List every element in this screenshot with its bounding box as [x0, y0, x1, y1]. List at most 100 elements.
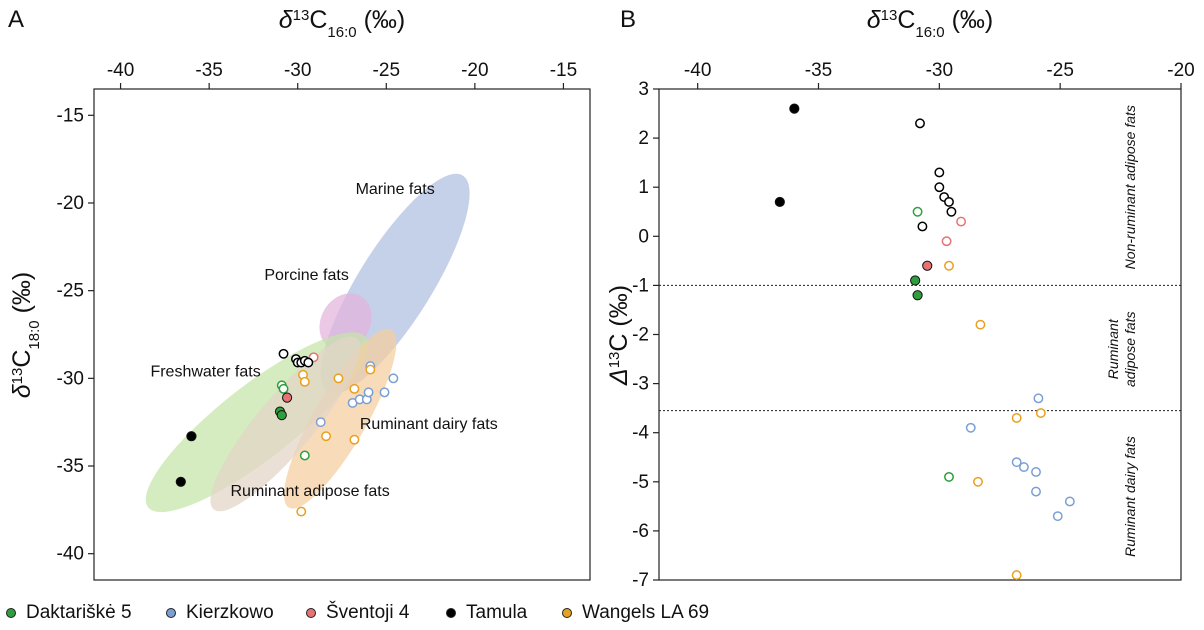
y-axis-title: Δ13C (‰) — [605, 285, 633, 386]
series-wangels-la-69 — [296, 364, 376, 517]
x-tick-label: -30 — [284, 60, 311, 81]
data-point — [922, 260, 933, 271]
data-point — [934, 182, 945, 193]
region-label: Marine fats — [356, 181, 435, 198]
data-point — [1018, 462, 1029, 473]
x-tick-label: -25 — [373, 60, 400, 81]
data-point — [946, 206, 957, 217]
data-point — [278, 383, 289, 394]
y-tick-label: -7 — [632, 570, 649, 591]
x-tick-label: -30 — [926, 60, 953, 81]
data-point — [333, 373, 344, 384]
data-point — [774, 196, 785, 208]
y-tick-label: -5 — [632, 472, 649, 493]
data-point — [349, 383, 360, 394]
legend-label: Šventoji 4 — [326, 602, 410, 623]
data-point — [910, 275, 921, 286]
data-point — [944, 471, 954, 482]
series-daktari-ke-5 — [910, 206, 954, 482]
data-point — [934, 167, 945, 178]
data-point — [973, 476, 983, 487]
data-point — [186, 431, 197, 442]
x-tick-label: -40 — [684, 60, 711, 81]
data-point — [379, 387, 390, 398]
series-kierzkowo — [965, 393, 1075, 522]
plot-frame — [93, 88, 591, 581]
data-point — [917, 221, 928, 232]
zone-label: Ruminant — [1105, 318, 1121, 379]
data-point — [1035, 408, 1046, 419]
y-tick-label: -35 — [57, 456, 84, 477]
data-point — [303, 357, 314, 368]
x-tick-label: -20 — [1167, 60, 1194, 81]
data-point — [299, 376, 310, 387]
data-point — [321, 431, 332, 442]
panel-b: B Non-ruminant adipose fats Ruminant adipos… — [605, 6, 1195, 591]
x-tick-label: -20 — [461, 60, 488, 81]
legend-item-sventoji: Šventoji 4 — [306, 602, 409, 624]
y-tick-label: -15 — [57, 105, 84, 126]
y-axis-title: δ13C18:0 (‰) — [8, 272, 43, 398]
y-tick-label: -20 — [57, 193, 84, 214]
legend: Daktariškė 5 Kierzkowo Šventoji 4 Tamula… — [0, 602, 1204, 628]
data-point — [315, 417, 326, 428]
data-point — [941, 236, 952, 247]
data-point — [1064, 496, 1075, 507]
x-axis-title: δ13C16:0 (‰) — [279, 6, 405, 41]
region-label: Porcine fats — [264, 267, 348, 284]
legend-label: Kierzkowo — [186, 602, 274, 623]
y-tick-label: -25 — [57, 281, 84, 302]
y-tick-label: 1 — [638, 177, 649, 198]
plot-frame — [658, 88, 1182, 581]
zone-label: Non-ruminant adipose fats — [1122, 105, 1138, 269]
legend-label: Daktariškė 5 — [26, 602, 132, 623]
legend-marker — [306, 608, 316, 618]
y-tick-label: -3 — [632, 374, 649, 395]
legend-item-daktariske: Daktariškė 5 — [6, 602, 132, 624]
figure-canvas: A Marine fats Porcine fats Freshwater fats R… — [8, 6, 1195, 591]
data-point — [975, 319, 986, 330]
data-point — [276, 410, 287, 421]
data-point — [363, 387, 374, 398]
panel-a: A Marine fats Porcine fats Freshwater fats R… — [8, 6, 591, 581]
series-tamula — [175, 348, 314, 487]
legend-marker — [6, 608, 16, 618]
legend-marker — [446, 608, 456, 618]
y-tick-label: -4 — [632, 423, 649, 444]
x-tick-label: -15 — [550, 60, 577, 81]
region-label: Freshwater fats — [150, 364, 260, 381]
y-tick-label: 0 — [638, 226, 649, 247]
y-tick-label: 3 — [638, 79, 649, 100]
panel-label: B — [620, 6, 636, 33]
y-tick-label: -40 — [57, 544, 84, 565]
data-point — [912, 290, 923, 301]
data-point — [1011, 457, 1022, 468]
y-tick-label: 2 — [638, 128, 649, 149]
legend-marker — [166, 608, 176, 618]
data-point — [296, 506, 307, 517]
legend-label: Wangels LA 69 — [582, 602, 710, 623]
series-wangels-la-69 — [944, 260, 1046, 581]
data-point — [944, 260, 954, 271]
region-ruminant-adipose-fats — [210, 336, 361, 512]
data-point — [915, 118, 925, 129]
data-point — [1011, 413, 1022, 423]
legend-marker — [562, 608, 572, 618]
legend-item-kierzkowo: Kierzkowo — [166, 602, 274, 624]
y-tick-label: -30 — [57, 368, 84, 389]
data-point — [281, 392, 293, 403]
data-point — [299, 450, 310, 461]
zone-label: adipose fats — [1122, 311, 1138, 387]
series-daktari-ke-5 — [274, 380, 310, 461]
series--ventoji-4 — [922, 216, 967, 271]
data-point — [1033, 393, 1044, 404]
x-tick-label: -35 — [195, 60, 222, 81]
data-point — [789, 103, 800, 114]
data-point — [388, 373, 399, 384]
data-point — [956, 216, 967, 227]
y-tick-label: -2 — [632, 325, 649, 346]
data-point — [278, 348, 289, 359]
x-tick-label: -35 — [805, 60, 832, 81]
data-point — [1052, 511, 1063, 522]
data-point — [175, 476, 186, 487]
